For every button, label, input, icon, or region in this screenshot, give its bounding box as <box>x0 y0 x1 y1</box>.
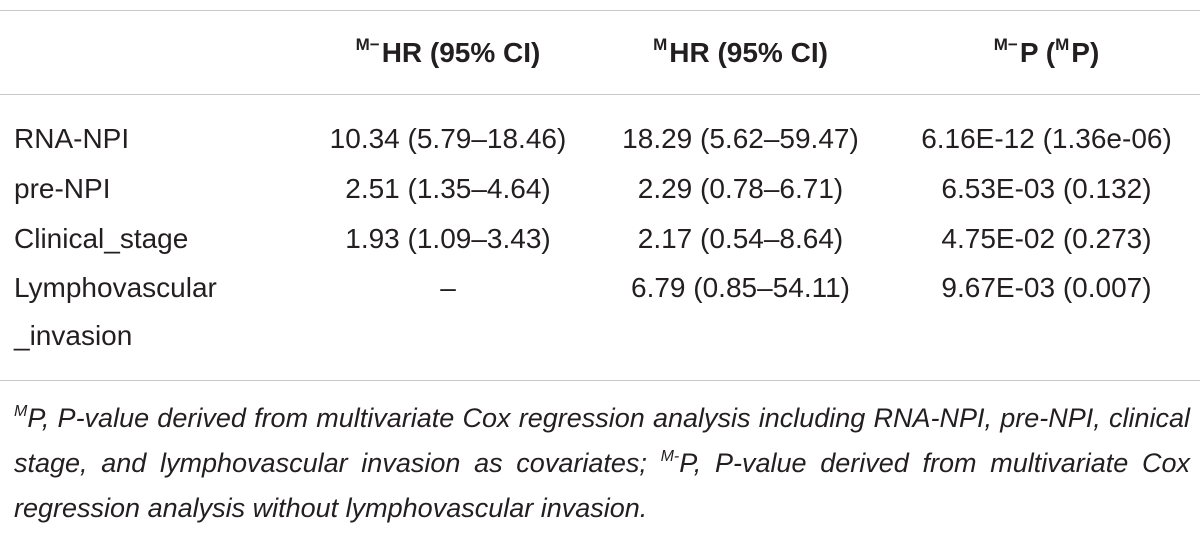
cell-m-minus-hr: 10.34 (5.79–18.46) <box>329 123 567 154</box>
table-row: pre-NPI 2.51 (1.35–4.64) 2.29 (0.78–6.71… <box>0 164 1200 214</box>
table-header: M−HR (95% CI) MHR (95% CI) M−P (MP) <box>0 12 1200 94</box>
table-header-rule <box>0 94 1200 95</box>
header-label: HR (95% CI) <box>381 37 541 68</box>
cell-p-value: 9.67E-03 (0.007) <box>941 272 1152 303</box>
cell-p-value: 4.75E-02 (0.273) <box>941 223 1152 254</box>
cell-m-minus-hr: 1.93 (1.09–3.43) <box>345 223 551 254</box>
row-label: Lymphovascular _invasion <box>0 264 308 360</box>
header-label: P ( <box>1019 37 1056 68</box>
table-footnote: MP, P-value derived from multivariate Co… <box>14 398 1190 529</box>
header-row: M−HR (95% CI) MHR (95% CI) M−P (MP) <box>0 12 1200 94</box>
row-label: pre-NPI <box>14 173 111 204</box>
row-label-line: _invasion <box>14 320 133 351</box>
cell-m-hr: 6.79 (0.85–54.11) <box>631 272 850 303</box>
table-top-rule <box>0 10 1200 11</box>
footnote-superscript: M <box>14 403 28 420</box>
footnote-text: P, P-value derived from multivariate Cox… <box>14 448 1190 523</box>
table-row: Lymphovascular _invasion – 6.79 (0.85–54.… <box>0 264 1200 360</box>
footnote-text: P, P-value derived from multivariate Cox… <box>14 403 1190 478</box>
cell-m-hr: 2.29 (0.78–6.71) <box>637 173 844 204</box>
row-label: RNA-NPI <box>14 123 130 154</box>
header-label: P) <box>1071 37 1100 68</box>
results-table: M−HR (95% CI) MHR (95% CI) M−P (MP) RNA-… <box>0 12 1200 360</box>
footnote-superscript: M- <box>660 448 680 465</box>
row-label: Clinical_stage <box>14 223 189 254</box>
table-body: RNA-NPI 10.34 (5.79–18.46) 18.29 (5.62–5… <box>0 94 1200 360</box>
header-p-value: M−P (MP) <box>893 12 1200 94</box>
cell-p-value: 6.16E-12 (1.36e-06) <box>921 123 1172 154</box>
header-superscript: M <box>653 35 668 54</box>
table-row: Clinical_stage 1.93 (1.09–3.43) 2.17 (0.… <box>0 214 1200 264</box>
header-superscript: M− <box>993 35 1018 54</box>
header-superscript: M− <box>355 35 380 54</box>
cell-m-hr: 18.29 (5.62–59.47) <box>622 123 859 154</box>
cell-m-minus-hr: – <box>440 272 456 303</box>
header-superscript: M <box>1055 35 1070 54</box>
header-variable <box>0 12 308 94</box>
header-label: HR (95% CI) <box>669 37 828 68</box>
cell-p-value: 6.53E-03 (0.132) <box>941 173 1152 204</box>
header-m-hr: MHR (95% CI) <box>588 12 893 94</box>
row-label-line: Lymphovascular <box>14 272 217 303</box>
header-m-minus-hr: M−HR (95% CI) <box>308 12 588 94</box>
table-bottom-rule <box>0 380 1200 381</box>
table-row: RNA-NPI 10.34 (5.79–18.46) 18.29 (5.62–5… <box>0 94 1200 164</box>
cell-m-hr: 2.17 (0.54–8.64) <box>637 223 844 254</box>
cell-m-minus-hr: 2.51 (1.35–4.64) <box>345 173 551 204</box>
